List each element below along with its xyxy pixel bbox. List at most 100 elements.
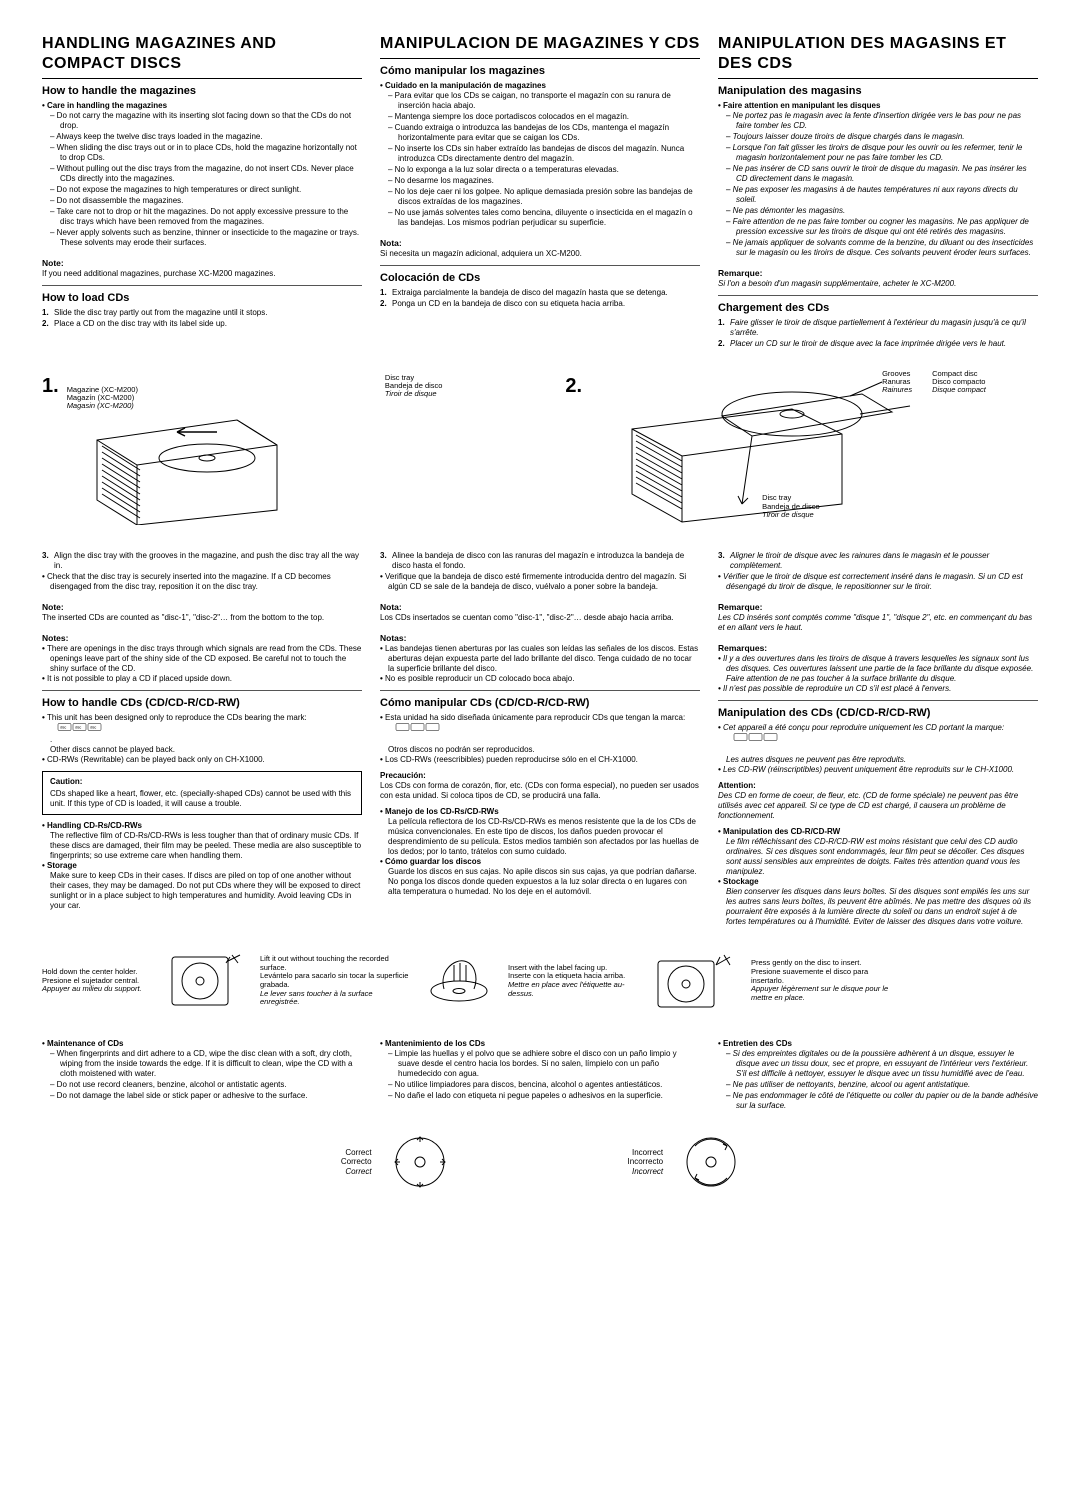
rule [42,78,362,79]
maint-item: Si des empreintes digitales ou de la pou… [736,1049,1038,1079]
notes-item: There are openings in the disc trays thr… [50,644,362,674]
fig1-number: 1. [42,374,59,399]
cd-logo-icons [726,733,1038,745]
notes-item: It is not possible to play a CD if place… [50,674,362,684]
load-step: Place a CD on the disc tray with its lab… [54,319,227,328]
col-es-3: Mantenimiento de los CDs Limpie las huel… [380,1039,700,1112]
svg-text:disc: disc [75,726,81,730]
notes-label: Notas: [380,633,406,643]
step3: Alinee la bandeja de disco con las ranur… [392,551,684,570]
caution-title: Precaución: [380,771,426,780]
maint-item: No dañe el lado con etiqueta ni pegue pa… [398,1091,700,1101]
lift-es: Levántelo para sacarlo sin tocar la supe… [260,971,408,989]
maint-item: Ne pas endommager le côté de l'étiquette… [736,1091,1038,1111]
col-en-3: Maintenance of CDs When fingerprints and… [42,1039,362,1112]
care-item: No inserte los CDs sin haber extraído la… [398,144,700,164]
note-text: Si l'on a besoin d'un magasin supplément… [718,279,956,288]
fig2-cd-fr: Disque compact [932,385,986,394]
hrs-title: Handling CD-Rs/CD-RWs [47,821,142,830]
lift-fr: Le lever sans toucher à la surface enreg… [260,989,373,1007]
hc1: This unit has been designed only to repr… [47,713,307,722]
notes-label: Notes: [42,633,68,643]
care-item: Ne pas insérer de CD sans ouvrir le tiro… [736,164,1038,184]
load-step: Ponga un CD en la bandeja de disco con s… [392,299,625,308]
notes-item: Il y a des ouvertures dans les tiroirs d… [726,654,1038,684]
stor-text: Guarde los discos en sus cajas. No apile… [388,867,697,896]
col-en: HANDLING MAGAZINES AND COMPACT DISCS How… [42,34,362,350]
note-label: Remarque: [718,268,762,278]
care-item: Do not disassemble the magazines. [60,196,362,206]
care-item: Ne jamais appliquer de solvants comme de… [736,238,1038,258]
h2-handle-cd-fr: Manipulation des CDs (CD/CD-R/CD-RW) [718,707,1038,721]
hold-fr: Appuyer au milieu du support. [42,984,142,993]
title-es: MANIPULACION DE MAGAZINES Y CDS [380,34,700,54]
h2-handle-cd-en: How to handle CDs (CD/CD-R/CD-RW) [42,697,362,711]
h2-handle-mag-es: Cómo manipular los magazines [380,65,700,79]
note-label: Nota: [380,238,402,248]
care-item: When sliding the disc trays out or in to… [60,143,362,163]
stor-text: Make sure to keep CDs in their cases. If… [50,871,360,910]
fig2-groove-fr: Rainures [882,385,912,394]
care-item: Always keep the twelve disc trays loaded… [60,132,362,142]
maint-item: Ne pas utiliser de nettoyants, benzine, … [736,1080,1038,1090]
care-item: Para evitar que los CDs se caigan, no tr… [398,91,700,111]
maint-title: Mantenimiento de los CDs [385,1039,485,1048]
stor-text: Bien conserver les disques dans leurs bo… [726,887,1031,926]
col-es-2: 3.Alinee la bandeja de disco con las ran… [380,551,700,927]
note-label: Note: [42,258,64,268]
svg-text:disc: disc [90,726,96,730]
care-item: Take care not to drop or hit the magazin… [60,207,362,227]
incorrect-fr: Incorrect [628,1167,664,1176]
notes-item: No es posible reproducir un CD colocado … [388,674,700,684]
maint-item: Do not damage the label side or stick pa… [60,1091,362,1101]
care-item: No lo exponga a la luz solar directa o a… [398,165,700,175]
hc1: Esta unidad ha sido diseñada únicamente … [385,713,685,722]
maint-item: Limpie las huellas y el polvo que se adh… [398,1049,700,1079]
load-step: Faire glisser le tiroir de disque partie… [730,318,1026,337]
care-item: Do not expose the magazines to high temp… [60,185,362,195]
figure-row: 1. Magazine (XC-M200) Magazín (XC-M200) … [42,374,1038,526]
correct-en: Correct [341,1148,372,1157]
title-fr: MANIPULATION DES MAGASINS ET DES CDS [718,34,1038,74]
incorrect-es: Incorrecto [628,1157,664,1166]
hc2: Los CD-RWs (reescribibles) pueden reprod… [388,755,700,765]
col-es: MANIPULACION DE MAGAZINES Y CDS Cómo man… [380,34,700,350]
care-item: Never apply solvents such as benzine, th… [60,228,362,248]
care-item: Cuando extraiga o introduzca las bandeja… [398,123,700,143]
caution-box: Caution: CDs shaped like a heart, flower… [42,771,362,815]
care-item: No los deje caer ni los golpee. No apliq… [398,187,700,207]
care-list-en: Care in handling the magazines Do not ca… [42,101,362,248]
correct-fr: Correct [341,1167,372,1176]
load-steps: 1.Slide the disc tray partly out from th… [42,308,362,329]
caution-title: Caution: [50,777,354,787]
press-es: Presione suavemente el disco para insert… [751,967,868,985]
lift-en: Lift it out without touching the recorde… [260,954,389,972]
col-fr: MANIPULATION DES MAGASINS ET DES CDS Man… [718,34,1038,350]
note-label: Remarque: [718,602,762,612]
incorrect-en: Incorrect [628,1148,664,1157]
wipe-incorrect-icon [683,1134,739,1190]
note-text: If you need additional magazines, purcha… [42,269,275,278]
care-item: Toujours laisser douze tiroirs de disque… [736,132,1038,142]
fig2b-tray-fr: Tiroir de disque [762,510,814,519]
caution-text: Des CD en forme de coeur, de fleur, etc.… [718,791,1018,820]
maint-item: No utilice limpiadores para discos, benc… [398,1080,700,1090]
hc1b: Les autres disques ne peuvent pas être r… [726,755,906,764]
care-title: Cuidado en la manipulación de magazines [385,81,546,90]
care-item: Ne portez pas le magasin avec la fente d… [736,111,1038,131]
h2-handle-mag-fr: Manipulation des magasins [718,85,1038,99]
load-step: Placer un CD sur le tiroir de disque ave… [730,339,1006,348]
care-title: Care in handling the magazines [47,101,167,110]
h2-handle-cd-es: Cómo manipular CDs (CD/CD-R/CD-RW) [380,697,700,711]
cd-hold-icon [424,951,494,1011]
maint-title: Maintenance of CDs [47,1039,123,1048]
caution-text: Los CDs con forma de corazón, flor, etc.… [380,781,699,800]
correct-es: Correcto [341,1157,372,1166]
notes-label: Remarques: [718,643,767,653]
press-fr: Appuyer légèrement sur le disque pour le… [751,984,888,1002]
care-item: Do not carry the magazine with its inser… [60,111,362,131]
note-text: Les CD insérés sont comptés comme "disqu… [718,613,1032,632]
hc1: Cet appareil a été conçu pour reproduire… [723,723,1004,732]
step3: Aligner le tiroir de disque avec les rai… [730,551,989,570]
hrs-text: Le film réfléchissant des CD-R/CD-RW est… [726,837,1025,876]
